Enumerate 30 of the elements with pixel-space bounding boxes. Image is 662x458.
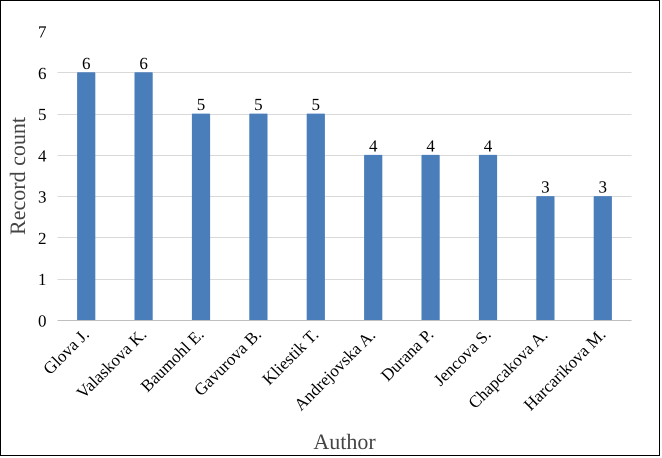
data-label: 5 [312,95,320,114]
y-tick-label: 2 [38,228,46,248]
bar [364,154,382,320]
y-tick-label: 4 [38,146,47,166]
bar [421,154,440,320]
bar [249,114,268,320]
data-label: 6 [82,54,90,73]
data-label: 4 [484,136,493,156]
y-tick-label: 5 [38,105,46,124]
data-label: 5 [254,95,263,114]
bar [536,196,555,320]
y-tick-label: 6 [38,64,46,83]
x-axis-title: Author [313,429,376,454]
y-tick-label: 0 [38,312,46,330]
bar [306,114,325,320]
bar [192,114,210,320]
bar [134,72,153,320]
data-label: 5 [196,95,206,114]
y-tick-label: 7 [38,22,47,42]
y-axis-title: Record count [5,117,30,235]
y-tick-label: 1 [38,270,46,290]
data-label: 4 [426,136,436,156]
bar [594,196,612,320]
data-label: 3 [598,178,608,197]
data-label: 4 [368,136,378,156]
y-tick-label: 3 [38,188,46,207]
bar [478,154,498,320]
data-label: 6 [139,54,148,73]
bar [77,72,96,320]
data-label: 3 [541,178,550,197]
